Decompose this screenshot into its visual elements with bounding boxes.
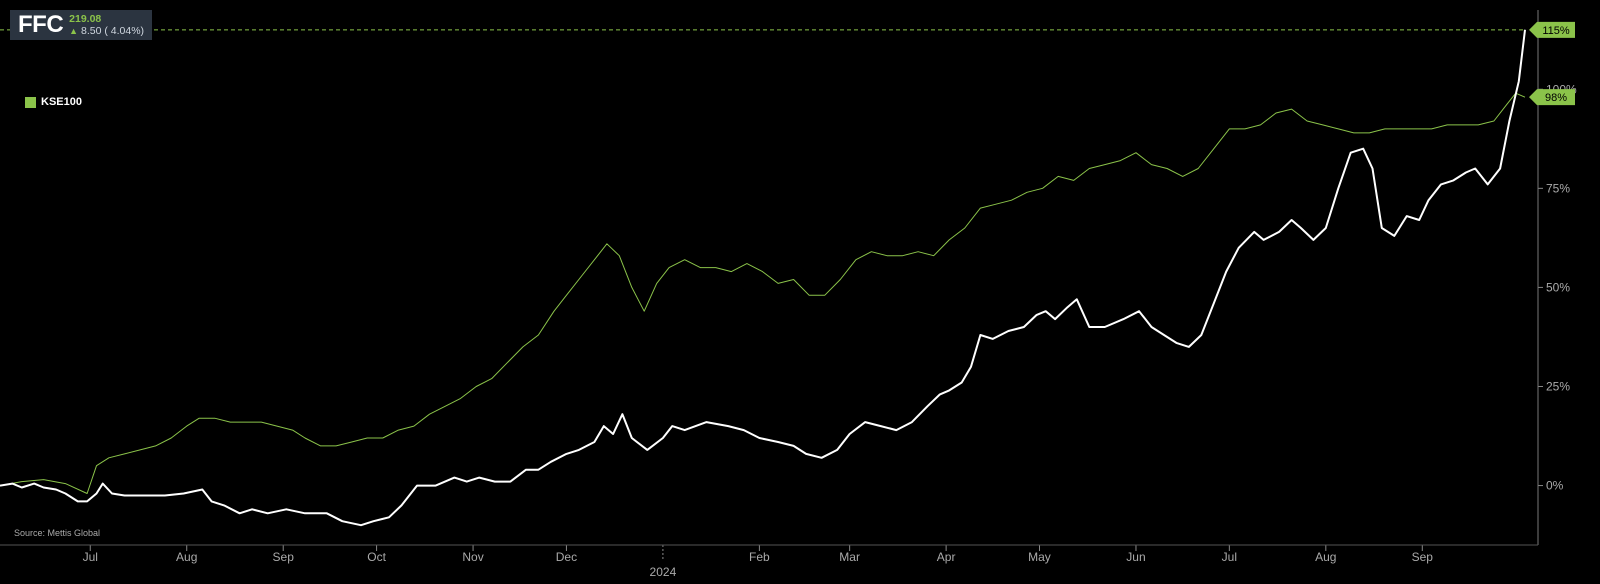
x-tick-label: 2024 <box>650 565 677 579</box>
x-axis-labels: Jul Aug Sep Oct Nov Dec 2024 Feb Mar Apr May Jun Jul… <box>83 545 1434 579</box>
legend-label: KSE100 <box>41 96 82 108</box>
x-tick-label: Apr <box>937 550 956 564</box>
x-tick-label: Oct <box>367 550 386 564</box>
y-tick-label: 50% <box>1546 280 1570 294</box>
x-tick-label: Nov <box>462 550 483 564</box>
end-tag-ffc <box>1529 21 1575 38</box>
up-arrow-icon: ▲ <box>69 25 79 36</box>
x-tick-label: Dec <box>556 550 577 564</box>
end-tag-label: 115% <box>1542 25 1570 37</box>
x-tick-label: Sep <box>273 550 295 564</box>
last-price: 219.08 <box>69 12 102 25</box>
series-lines <box>0 29 1526 527</box>
y-tick-label: 0% <box>1546 479 1564 493</box>
end-tag-label: 98% <box>1545 92 1567 104</box>
x-tick-label: Jul <box>83 550 98 564</box>
series-line-kse100 <box>0 92 1526 494</box>
end-tag-kse100 <box>1529 89 1575 106</box>
price-change-row: ▲ 8.50 ( 4.04%) <box>69 25 144 37</box>
x-tick-label: Jul <box>1222 550 1237 564</box>
y-tick-label: 75% <box>1546 181 1570 195</box>
x-tick-label: May <box>1028 550 1051 564</box>
x-tick-label: Aug <box>1315 550 1336 564</box>
ticker-symbol: FFC <box>18 10 64 38</box>
x-tick-label: Jun <box>1126 550 1145 564</box>
y-axis-labels: 0%25%50%75%100% <box>1538 82 1577 493</box>
series-line-ffc <box>0 29 1526 527</box>
y-tick-label: 25% <box>1546 379 1570 393</box>
x-tick-label: Aug <box>176 550 197 564</box>
price-change: 8.50 ( 4.04%) <box>81 24 145 37</box>
x-tick-label: Feb <box>749 550 770 564</box>
legend-swatch <box>25 96 36 108</box>
source-note: Source: Mettis Global <box>14 528 101 538</box>
x-tick-label: Sep <box>1412 550 1434 564</box>
end-tags: 115% 98% <box>1529 21 1575 106</box>
quote-block: 219.08 ▲ 8.50 ( 4.04%) <box>69 13 144 37</box>
legend[interactable]: KSE100 <box>25 96 82 108</box>
x-tick-label: Mar <box>839 550 860 564</box>
ticker-header: FFC 219.08 ▲ 8.50 ( 4.04%) <box>10 10 153 40</box>
